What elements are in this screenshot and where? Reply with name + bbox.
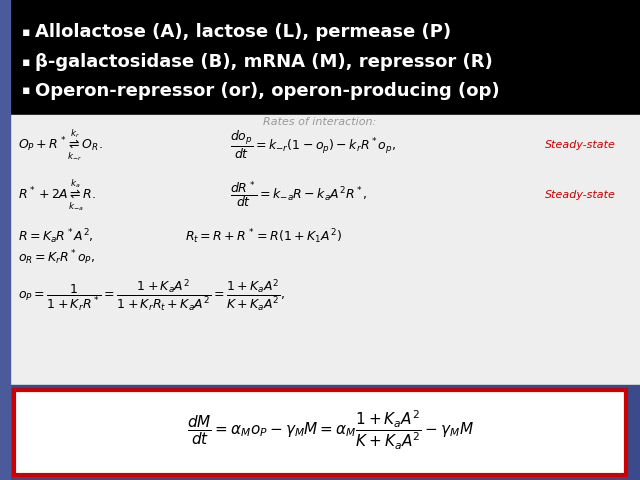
Text: $R^* + 2A \underset{k_{-a}}{\overset{k_a}{\rightleftharpoons}} R.$: $R^* + 2A \underset{k_{-a}}{\overset{k_a… xyxy=(18,177,96,213)
Text: $\dfrac{dR^*}{dt} = k_{-a}R - k_a A^2 R^*,$: $\dfrac{dR^*}{dt} = k_{-a}R - k_a A^2 R^… xyxy=(230,180,367,210)
Text: Allolactose (A), lactose (L), permease (P): Allolactose (A), lactose (L), permease (… xyxy=(35,23,451,41)
Text: ▪: ▪ xyxy=(22,56,31,69)
Text: $O_P + R^* \underset{k_{-r}}{\overset{k_r}{\rightleftharpoons}} O_R.$: $O_P + R^* \underset{k_{-r}}{\overset{k_… xyxy=(18,127,102,163)
Bar xyxy=(0,0,10,480)
Text: $R = K_a R^* A^2,$: $R = K_a R^* A^2,$ xyxy=(18,228,93,246)
Text: $o_R = K_r R^* o_P,$: $o_R = K_r R^* o_P,$ xyxy=(18,249,95,267)
Text: $o_P = \dfrac{1}{1 + K_r R^*} = \dfrac{1 + K_a A^2}{1 + K_r R_t + K_a A^2} = \df: $o_P = \dfrac{1}{1 + K_r R^*} = \dfrac{1… xyxy=(18,277,285,313)
Text: $\dfrac{do_p}{dt} = k_{-r}(1 - o_p) - k_r R^* o_p,$: $\dfrac{do_p}{dt} = k_{-r}(1 - o_p) - k_… xyxy=(230,129,396,161)
Text: $R_t = R + R^* = R(1 + K_1 A^2)$: $R_t = R + R^* = R(1 + K_1 A^2)$ xyxy=(185,228,342,246)
Text: ▪: ▪ xyxy=(22,25,31,38)
Bar xyxy=(0,385,640,480)
Text: Steady-state: Steady-state xyxy=(545,140,616,150)
Text: Rates of interaction:: Rates of interaction: xyxy=(264,117,376,127)
Bar xyxy=(0,115,640,385)
Bar xyxy=(0,0,640,115)
Text: Steady-state: Steady-state xyxy=(545,190,616,200)
Text: ▪: ▪ xyxy=(22,84,31,97)
Text: β-galactosidase (B), mRNA (M), repressor (R): β-galactosidase (B), mRNA (M), repressor… xyxy=(35,53,493,71)
Text: $\dfrac{dM}{dt} = \alpha_M o_P - \gamma_M M = \alpha_M \dfrac{1 + K_a A^2}{K + K: $\dfrac{dM}{dt} = \alpha_M o_P - \gamma_… xyxy=(186,408,474,452)
FancyBboxPatch shape xyxy=(14,390,626,475)
Text: Operon-repressor (or), operon-producing (op): Operon-repressor (or), operon-producing … xyxy=(35,82,500,100)
